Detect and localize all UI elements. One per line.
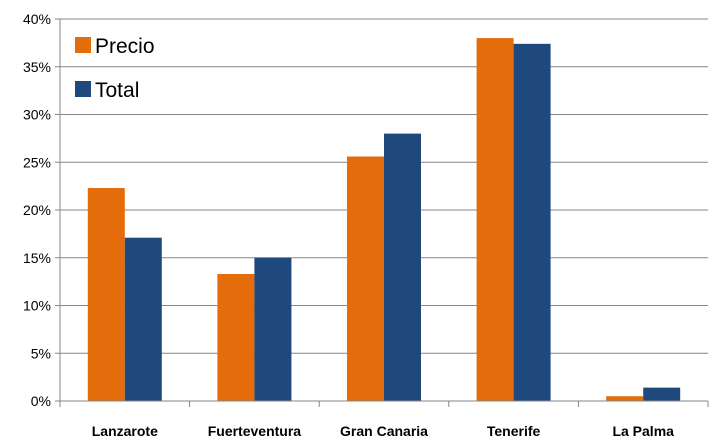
legend: Precio Total: [75, 35, 155, 102]
legend-item-total: Total: [75, 79, 139, 102]
legend-swatch-total: [75, 81, 91, 97]
legend-label-total: Total: [95, 79, 139, 102]
x-tick-label: Tenerife: [487, 423, 541, 439]
bar-total-lanzarote: [124, 237, 162, 401]
y-tick-label: 20%: [23, 202, 51, 218]
bar-total-la-palma: [643, 387, 681, 401]
bar-total-fuerteventura: [254, 257, 292, 401]
bars: [87, 38, 681, 401]
bar-precio-fuerteventura: [217, 273, 255, 401]
x-tick-label: Gran Canaria: [340, 423, 428, 439]
bar-precio-la-palma: [606, 396, 644, 401]
bar-precio-lanzarote: [87, 188, 125, 401]
y-tick-label: 15%: [23, 250, 51, 266]
bar-total-gran-canaria: [384, 133, 421, 401]
y-tick-label: 5%: [31, 345, 51, 361]
x-tick-label: Lanzarote: [92, 423, 158, 439]
y-tick-label: 0%: [31, 393, 51, 409]
legend-item-precio: Precio: [75, 35, 155, 58]
legend-swatch-precio: [75, 37, 91, 53]
bar-precio-tenerife: [476, 38, 514, 401]
bar-precio-gran-canaria: [347, 156, 384, 401]
y-tick-label: 30%: [23, 107, 51, 123]
axes: [55, 18, 709, 407]
x-tick-label: Fuerteventura: [208, 423, 302, 439]
x-tick-labels: Lanzarote Fuerteventura Gran Canaria Teneri…: [92, 423, 674, 439]
y-tick-label: 40%: [23, 11, 51, 27]
legend-label-precio: Precio: [95, 35, 155, 58]
y-tick-labels: 0% 5% 10% 15% 20% 25% 30% 35% 40%: [23, 11, 51, 409]
bar-total-tenerife: [513, 43, 551, 401]
y-tick-label: 35%: [23, 59, 51, 75]
y-tick-label: 10%: [23, 298, 51, 314]
x-tick-label: La Palma: [612, 423, 674, 439]
y-tick-label: 25%: [23, 154, 51, 170]
